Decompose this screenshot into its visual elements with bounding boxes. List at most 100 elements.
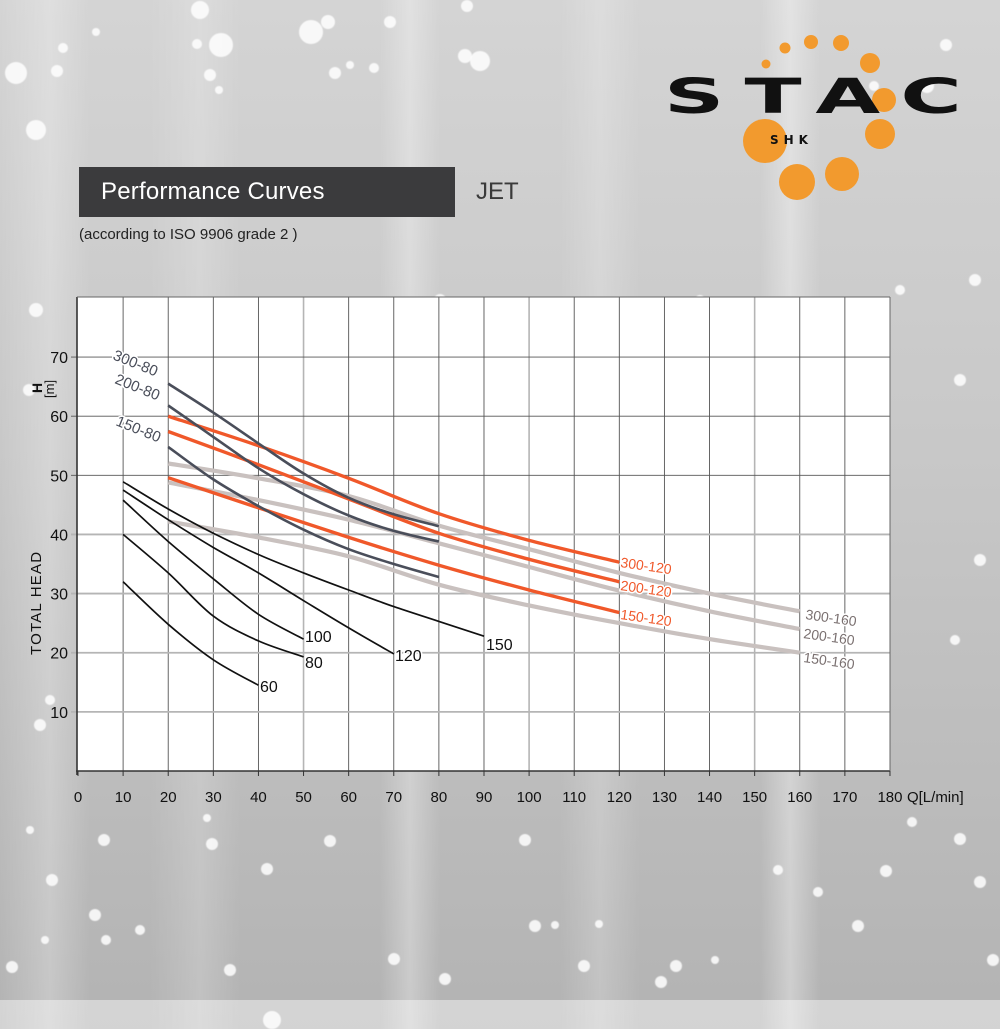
bokeh-dot xyxy=(869,81,879,91)
bokeh-dot xyxy=(6,961,18,973)
logo-dot xyxy=(743,119,787,163)
x-tick-label: 90 xyxy=(476,789,493,806)
curve-label-60: 60 xyxy=(260,679,278,696)
bokeh-dot xyxy=(551,921,559,929)
bokeh-dot xyxy=(46,874,58,886)
curve-150-160 xyxy=(167,519,801,655)
logo-dot xyxy=(779,42,791,54)
x-tick-label: 170 xyxy=(832,789,857,806)
x-tick-label: 150 xyxy=(742,789,767,806)
x-tick-label: 130 xyxy=(652,789,677,806)
bokeh-dot xyxy=(529,920,541,932)
title-bar xyxy=(79,167,455,217)
bokeh-dot xyxy=(192,39,202,49)
curve-300-160 xyxy=(167,461,801,614)
bokeh-dot xyxy=(470,51,490,71)
x-tick-label: 0 xyxy=(74,789,82,806)
x-tick-label: 30 xyxy=(205,789,222,806)
curve-150-120 xyxy=(167,476,620,615)
bokeh-dot xyxy=(34,719,46,731)
logo-dot xyxy=(761,59,771,69)
curve-label-80: 80 xyxy=(305,655,323,672)
y-tick-label: 30 xyxy=(50,587,68,604)
bokeh-dot xyxy=(974,876,986,888)
logo-sub-text: SHK xyxy=(770,133,813,147)
bokeh-dot xyxy=(852,920,864,932)
curve-label-100: 100 xyxy=(305,629,332,646)
bokeh-dot xyxy=(655,976,667,988)
bokeh-dot xyxy=(26,120,46,140)
curve-200-160 xyxy=(167,480,801,632)
bokeh-dot xyxy=(224,964,236,976)
bokeh-dot xyxy=(26,826,34,834)
bokeh-dot xyxy=(954,833,966,845)
bokeh-dot xyxy=(773,865,783,875)
curve-300-80 xyxy=(167,382,440,528)
logo-dot xyxy=(860,53,880,73)
bokeh-dot xyxy=(329,67,341,79)
logo-dots xyxy=(743,35,896,200)
bokeh-dot xyxy=(263,1011,281,1029)
curve-120 xyxy=(122,489,395,655)
bokeh-dot xyxy=(23,384,35,396)
bokeh-dot xyxy=(261,863,273,875)
bokeh-dot xyxy=(987,954,999,966)
x-tick-label: 40 xyxy=(250,789,267,806)
curve-150 xyxy=(122,481,485,638)
bokeh-dot xyxy=(920,79,934,93)
bokeh-dot xyxy=(299,20,323,44)
y-axis-unit: [m] xyxy=(42,380,57,398)
bokeh-dot xyxy=(439,973,451,985)
x-tick-label: 80 xyxy=(431,789,448,806)
bokeh-dot xyxy=(92,28,100,36)
bokeh-dot xyxy=(206,838,218,850)
logo-dot xyxy=(779,164,815,200)
bokeh-dot xyxy=(388,953,400,965)
bokeh-dot xyxy=(711,956,719,964)
bokeh-dot xyxy=(89,909,101,921)
y-tick-label: 20 xyxy=(50,646,68,663)
curve-label-150: 150 xyxy=(486,637,513,654)
curve-150-80 xyxy=(167,445,440,579)
bokeh-dot xyxy=(578,960,590,972)
bokeh-dot xyxy=(384,16,396,28)
y-tick-label: 70 xyxy=(50,350,68,367)
y-tick-label: 60 xyxy=(50,409,68,426)
bokeh-dot xyxy=(974,554,986,566)
bokeh-dot xyxy=(203,814,211,822)
x-axis-label: Q[L/min] xyxy=(907,789,964,806)
curve-label-120: 120 xyxy=(395,648,422,665)
bokeh-dot xyxy=(209,33,233,57)
x-tick-label: 160 xyxy=(787,789,812,806)
page-title: Performance Curves xyxy=(101,178,325,205)
curve-60 xyxy=(122,581,259,686)
performance-chart: 0 10 20 30 40 50 60 70 80 90 100 110 120 130 140 150 160… xyxy=(28,296,964,806)
logo-dot xyxy=(865,119,895,149)
logo-dot xyxy=(804,35,818,49)
bokeh-dot xyxy=(950,635,960,645)
x-tick-label: 120 xyxy=(607,789,632,806)
logo-dot xyxy=(833,35,849,51)
bokeh-dot xyxy=(880,865,892,877)
x-tick-label: 20 xyxy=(160,789,177,806)
y-axis-label: TOTAL HEAD xyxy=(28,551,45,655)
x-tick-label: 140 xyxy=(697,789,722,806)
x-tick-label: 60 xyxy=(340,789,357,806)
bokeh-dot xyxy=(969,274,981,286)
page-subtitle: (according to ISO 9906 grade 2 ) xyxy=(79,226,298,243)
x-tick-label: 50 xyxy=(295,789,312,806)
bokeh-dot xyxy=(98,834,110,846)
curve-80 xyxy=(122,533,304,658)
y-tick-label: 40 xyxy=(50,527,68,544)
bokeh-dot xyxy=(458,49,472,63)
x-tick-label: 100 xyxy=(517,789,542,806)
curves xyxy=(122,382,801,686)
bokeh-dot xyxy=(45,695,55,705)
bokeh-dot xyxy=(51,65,63,77)
model-name: JET xyxy=(476,178,519,205)
bokeh-dot xyxy=(519,834,531,846)
bokeh-dot xyxy=(58,43,68,53)
curve-100 xyxy=(122,499,305,640)
bokeh-dot xyxy=(907,817,917,827)
bokeh-dot xyxy=(101,935,111,945)
